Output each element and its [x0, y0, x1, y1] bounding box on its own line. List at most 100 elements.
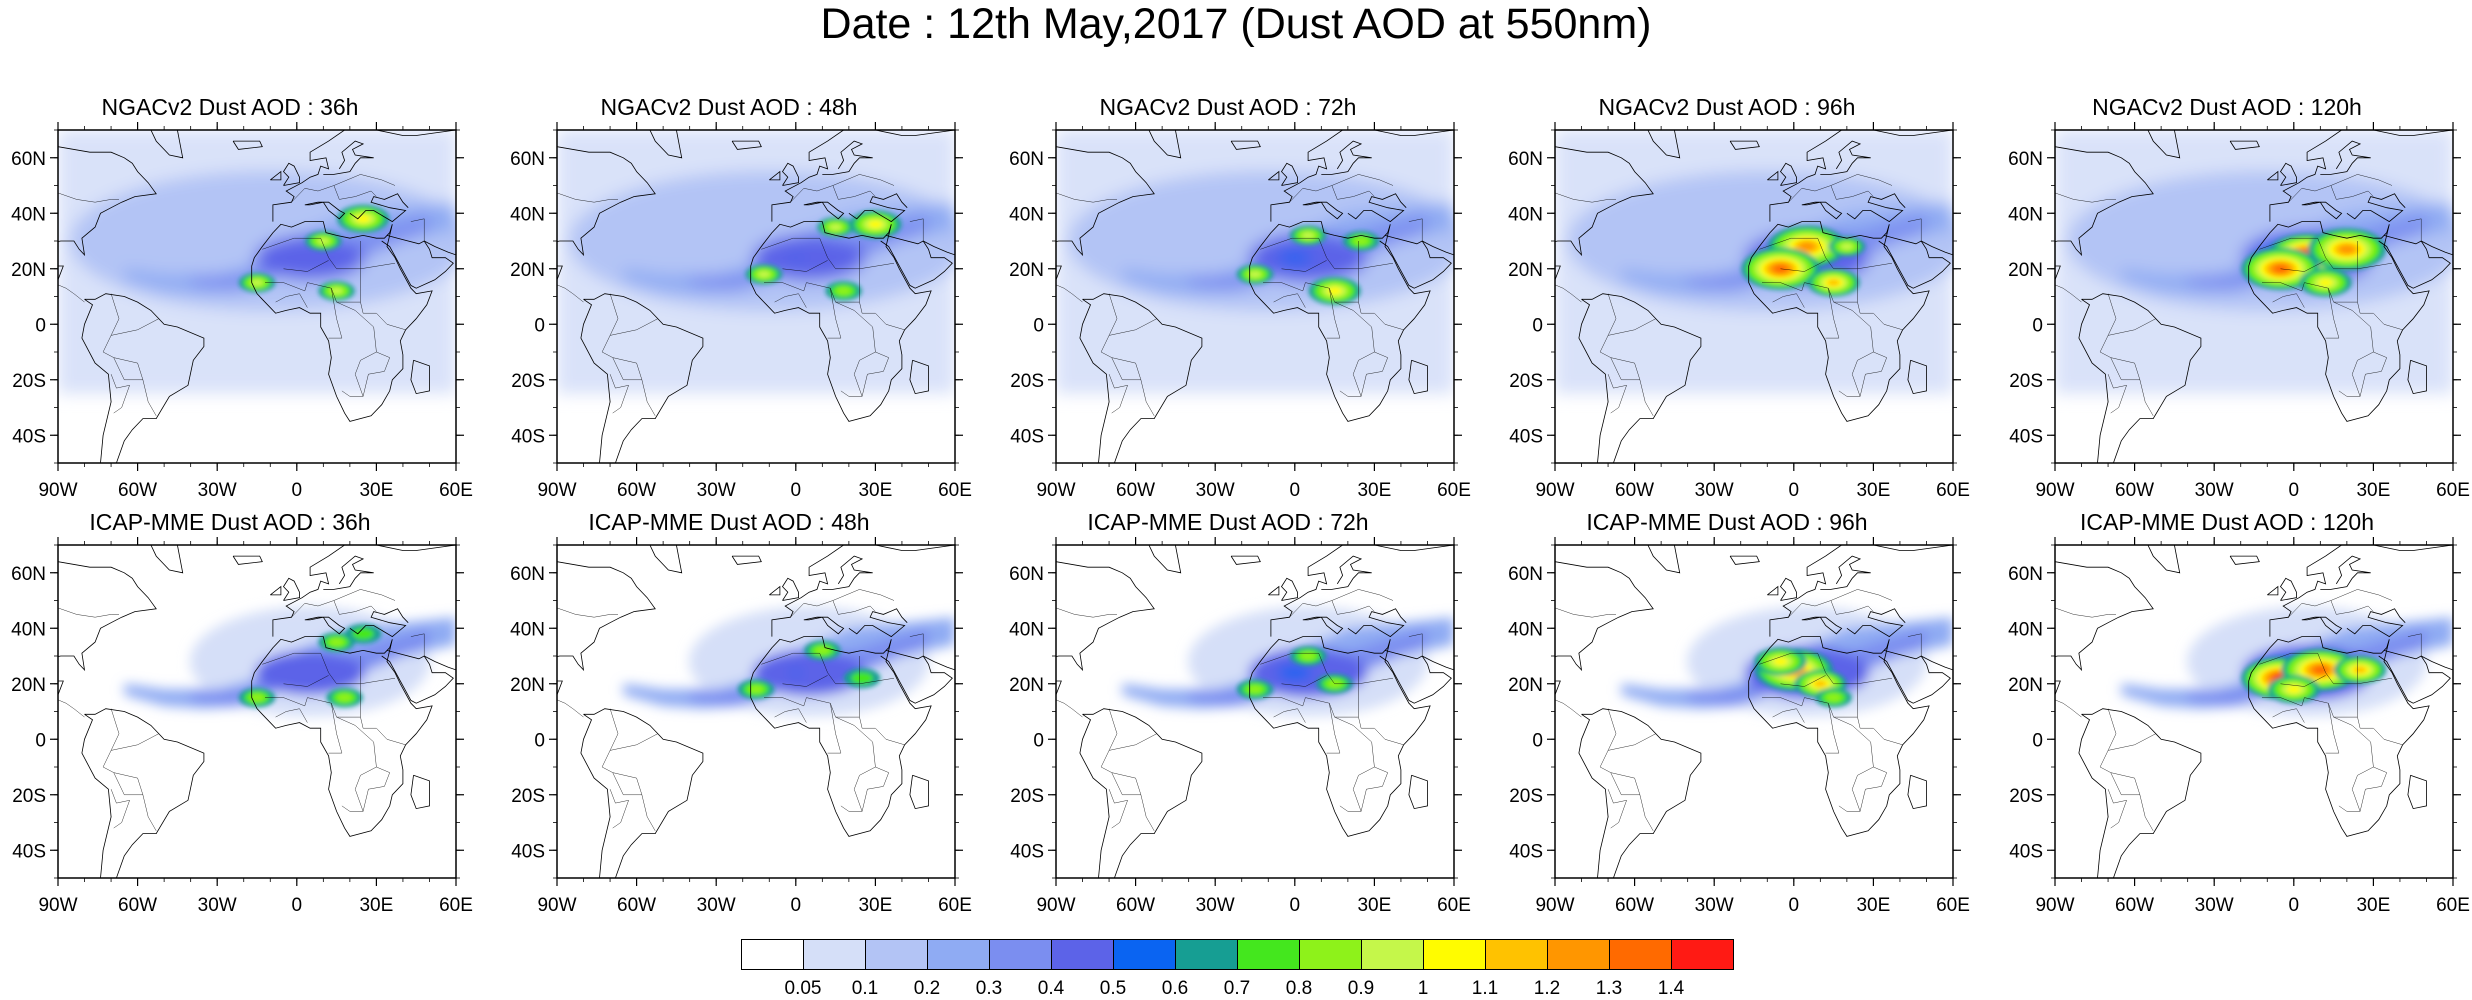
- lat-tick-label: 20N: [1009, 675, 1044, 696]
- country-border: [1873, 728, 1903, 746]
- coastline: [909, 774, 929, 810]
- panel-title: ICAP-MME Dust AOD : 48h: [588, 509, 870, 535]
- coastline: [304, 201, 346, 220]
- coastline: [2346, 193, 2406, 223]
- coastline: [270, 170, 282, 181]
- colorbar-label: 1.4: [1657, 978, 1685, 999]
- country-border: [1374, 313, 1404, 331]
- lat-tick-label: 40S: [12, 426, 46, 447]
- country-border: [1331, 600, 1375, 615]
- country-border: [1780, 260, 1826, 272]
- country-border: [362, 351, 391, 397]
- country-border: [1833, 716, 1874, 812]
- lat-tick-label: 40S: [1010, 426, 1044, 447]
- lat-tick-label: 20N: [510, 260, 545, 281]
- lat-tick-label: 0: [534, 730, 545, 751]
- coastline: [1321, 140, 1372, 175]
- lat-tick-label: 40S: [511, 426, 545, 447]
- lon-tick-label: 90W: [2035, 895, 2074, 916]
- colorbar-label: 0.6: [1161, 978, 1189, 999]
- coastline: [750, 636, 932, 837]
- lon-tick-label: 30W: [2195, 895, 2234, 916]
- aod-hotspot: [2286, 685, 2301, 694]
- figure-title: Date : 12th May,2017 (Dust AOD at 550nm): [820, 0, 1652, 48]
- country-border: [360, 677, 396, 718]
- coastline: [381, 650, 454, 704]
- country-border: [1555, 607, 1616, 618]
- coastline: [2407, 359, 2427, 395]
- coastline: [769, 170, 781, 181]
- coastline: [923, 655, 955, 671]
- aod-hotspot: [328, 637, 345, 647]
- coastline: [150, 130, 184, 159]
- aod-hotspot: [1302, 232, 1315, 239]
- coastline: [410, 774, 430, 810]
- lon-tick-label: 30W: [697, 895, 736, 916]
- country-border: [1833, 301, 1874, 397]
- dust-aod-map: 90W 60W 30W 0 30E 60E 60N 40N 20N 0 20S 40S: [510, 122, 972, 501]
- country-border: [1358, 262, 1394, 303]
- lat-tick-label: 60N: [1009, 149, 1044, 170]
- coastline: [1422, 655, 1454, 671]
- country-border: [333, 600, 377, 615]
- coastline: [232, 555, 263, 565]
- country-border: [2099, 335, 2154, 416]
- coastline: [1268, 170, 1280, 181]
- country-border: [1111, 772, 1142, 795]
- aod-hotspot: [1840, 243, 1853, 250]
- aod-hotspot: [1247, 685, 1263, 694]
- coastline: [323, 140, 374, 175]
- coastline: [781, 162, 799, 186]
- lon-tick-label: 30W: [1695, 895, 1734, 916]
- country-border: [275, 708, 308, 723]
- colorbar-swatch: [865, 939, 928, 970]
- lon-tick-label: 90W: [537, 480, 576, 501]
- country-border: [1056, 284, 1083, 303]
- colorbar-swatch: [1423, 939, 1486, 970]
- country-border: [360, 262, 396, 303]
- aod-hotspot: [1827, 279, 1840, 286]
- coastline: [2147, 545, 2181, 574]
- lat-tick-label: 20S: [1010, 371, 1044, 392]
- lat-tick-label: 0: [2032, 730, 2043, 751]
- lon-tick-label: 30W: [697, 480, 736, 501]
- country-border: [557, 607, 618, 618]
- aod-hotspot: [1353, 236, 1369, 246]
- country-border: [336, 716, 377, 812]
- country-border: [1056, 699, 1083, 718]
- lon-tick-label: 0: [2289, 895, 2300, 916]
- country-border: [609, 789, 629, 829]
- coastline: [649, 545, 683, 574]
- country-border: [2055, 607, 2116, 618]
- lat-tick-label: 60N: [2008, 564, 2043, 585]
- country-border: [2055, 192, 2116, 203]
- country-border: [1825, 703, 1840, 754]
- lon-tick-label: 60E: [938, 480, 972, 501]
- lon-tick-label: 0: [1290, 895, 1301, 916]
- lat-tick-label: 40N: [11, 619, 46, 640]
- coastline: [2055, 561, 2154, 695]
- coastline: [150, 545, 184, 574]
- country-border: [1360, 766, 1389, 812]
- colorbar-label: 0.4: [1037, 978, 1065, 999]
- country-border: [601, 335, 656, 416]
- country-border: [333, 185, 377, 200]
- lon-tick-label: 30W: [2195, 480, 2234, 501]
- country-border: [1907, 218, 1922, 241]
- country-border: [2107, 293, 2156, 336]
- lat-tick-label: 60N: [2008, 149, 2043, 170]
- lon-tick-label: 60E: [1437, 480, 1471, 501]
- country-border: [601, 750, 656, 831]
- country-border: [1056, 607, 1117, 618]
- country-border: [609, 374, 629, 414]
- country-border: [283, 260, 329, 272]
- coastline: [731, 555, 762, 565]
- coastline: [2407, 774, 2427, 810]
- coastline: [323, 555, 374, 590]
- coastline: [1148, 130, 1182, 159]
- country-border: [827, 703, 842, 754]
- coastline: [880, 650, 953, 704]
- country-border: [2373, 728, 2403, 746]
- lat-tick-label: 0: [534, 315, 545, 336]
